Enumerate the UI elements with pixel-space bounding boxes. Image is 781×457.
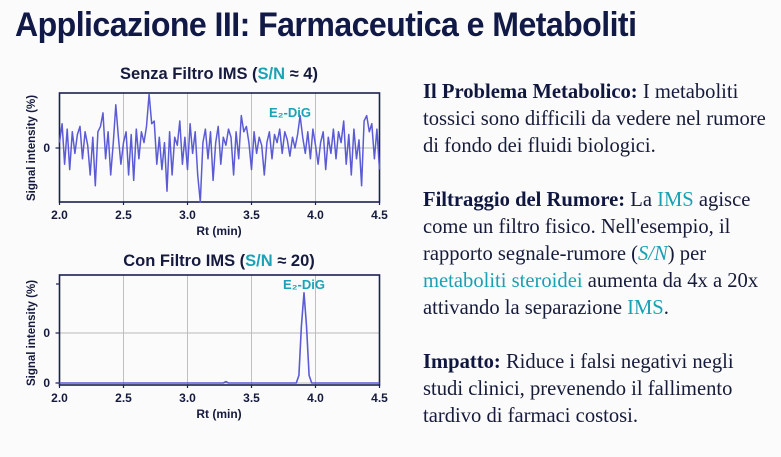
xlabel-bottom: Rt (min)	[196, 407, 241, 421]
heading-metabolic-problem: Il Problema Metabolico:	[423, 81, 638, 103]
xlabel-top: Rt (min)	[196, 224, 241, 238]
xtick-label: 4.5	[371, 208, 388, 222]
xtick-label: 4.5	[371, 391, 388, 405]
highlight-steroid-metabolites: metaboliti steroidei	[423, 270, 583, 292]
chart-title-top: Senza Filtro IMS (S/N ≈ 4)	[59, 65, 379, 84]
paragraph-noise-filtering: Filtraggio del Rumore: La IMS agisce com…	[423, 187, 775, 322]
annotation-e2-dig-bottom: E₂-DiG	[283, 277, 325, 292]
xtick-label: 4.0	[307, 208, 324, 222]
text: La	[625, 189, 658, 211]
chart-title-prefix: Con Filtro IMS (	[123, 252, 246, 270]
chart-title-suffix: ≈ 4)	[285, 65, 318, 83]
paragraph-impact: Impatto: Riduce i falsi negativi negli s…	[423, 349, 775, 430]
xtick-label: 2.0	[51, 391, 68, 405]
text: .	[663, 297, 669, 319]
xtick-label: 3.5	[243, 391, 260, 405]
heading-impact: Impatto:	[423, 351, 501, 373]
text: ) per	[667, 243, 707, 265]
chart-title-prefix: Senza Filtro IMS (	[120, 65, 258, 83]
annotation-e2-dig-top: E₂-DiG	[269, 105, 311, 120]
text-impact: Riduce i falsi negativi negli studi clin…	[423, 351, 734, 427]
chart-plot-top: E₂-DiG 0 Signal intensity (%) 2.0 2.5 3.0 3…	[26, 92, 388, 238]
xticks-top: 2.0 2.5 3.0 3.5 4.0 4.5	[51, 202, 388, 222]
xtick-label: 4.0	[307, 391, 324, 405]
xtick-label: 2.5	[115, 391, 132, 405]
heading-noise-filtering: Filtraggio del Rumore:	[423, 189, 626, 211]
chart-with-filter: Con Filtro IMS (S/N ≈ 20) E₂-DiG 0 0 Sig…	[0, 0, 400, 426]
paragraph-metabolic-problem: Il Problema Metabolico: I metaboliti tos…	[423, 79, 775, 160]
xtick-label: 2.0	[51, 208, 68, 222]
explanation-panel: Il Problema Metabolico: I metaboliti tos…	[423, 79, 775, 457]
page-title: Applicazione III: Farmaceutica e Metabol…	[15, 6, 637, 44]
highlight-sn: S/N	[638, 243, 668, 265]
chart-title-sn: S/N	[245, 252, 273, 270]
text-metabolic-problem: I metaboliti tossici sono difficili da v…	[423, 81, 766, 157]
text: aumenta da 4x a 20x attivando la separaz…	[423, 270, 759, 319]
ytick-base-bottom: 0	[43, 376, 50, 390]
ylabel-bottom: Signal intensity (%)	[26, 280, 38, 386]
highlight-ims: IMS	[657, 189, 694, 211]
text: agisce come un filtro fisico. Nell'esemp…	[423, 189, 751, 265]
xtick-label: 3.0	[179, 391, 196, 405]
xticks-bottom: 2.0 2.5 3.0 3.5 4.0 4.5	[51, 385, 388, 405]
ytick-zero-top: 0	[43, 141, 50, 155]
chart-title-sn: S/N	[257, 65, 286, 83]
chart-plot-bottom: E₂-DiG 0 0 Signal intensity (%) 2.0 2.5 3.…	[26, 274, 388, 421]
xtick-label: 3.5	[243, 208, 260, 222]
ytick-mid-bottom: 0	[43, 326, 50, 340]
highlight-ims: IMS	[627, 297, 664, 319]
chart-title-suffix: ≈ 20)	[272, 252, 315, 270]
ylabel-top: Signal intensity (%)	[26, 95, 38, 201]
xtick-label: 2.5	[115, 208, 132, 222]
xtick-label: 3.0	[179, 208, 196, 222]
chart-title-bottom: Con Filtro IMS (S/N ≈ 20)	[59, 252, 379, 271]
chart-without-filter: Senza Filtro IMS (S/N ≈ 4) E₂-DiG 0 Sign…	[0, 0, 400, 240]
